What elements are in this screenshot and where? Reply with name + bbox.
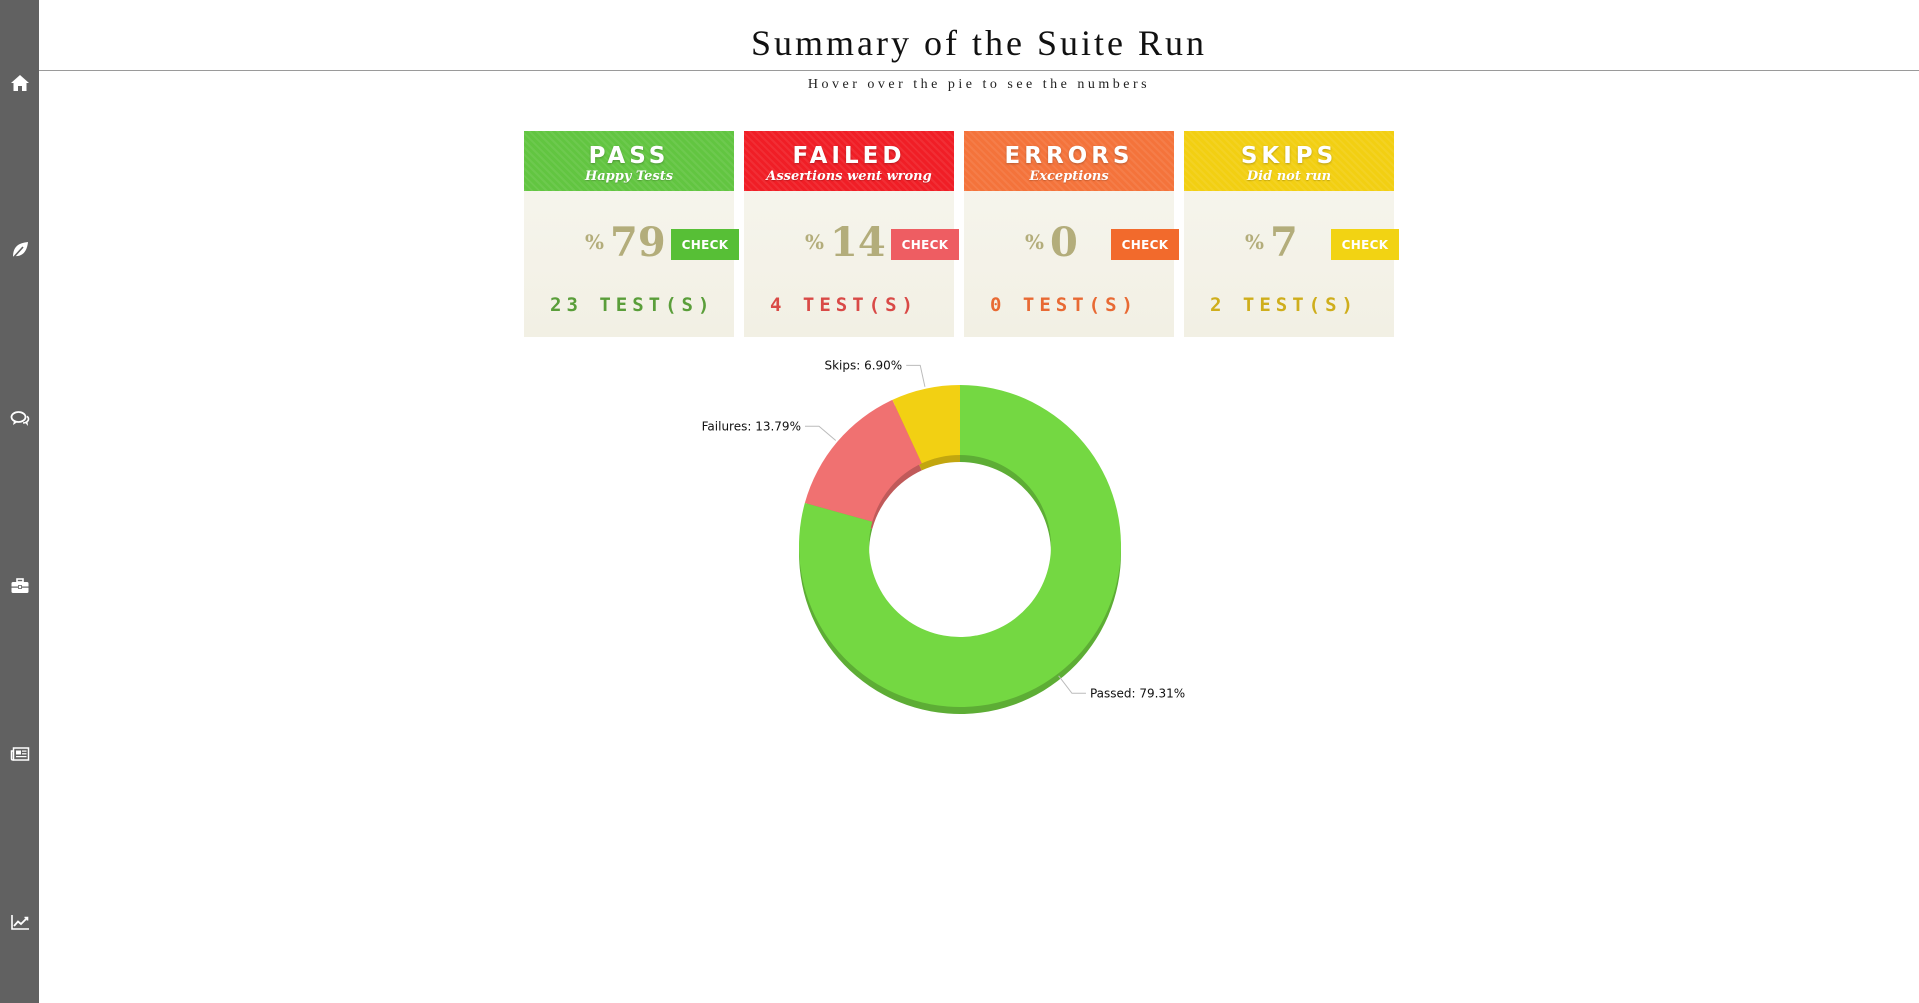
card-subtitle: Assertions went wrong [766,169,932,184]
sidebar [0,0,39,1003]
line-chart-icon [10,915,29,930]
donut-chart-svg: Passed: 79.31% Failures: 13.79% Skips: 6.9… [702,358,1185,714]
pie-label-skips: Skips: 6.90% [824,358,902,372]
card-title: SKIPS [1240,143,1338,169]
card-skips: SKIPS Did not run % 7 CHECK 2 TEST(S) [1184,131,1399,337]
pie-slice-failures[interactable] [804,399,922,522]
card-header: SKIPS Did not run [1184,131,1394,191]
card-errors: ERRORS Exceptions % 0 CHECK 0 TEST(S) [964,131,1179,337]
sidebar-item-news[interactable] [0,737,39,771]
home-icon [10,75,29,91]
percent-value: 79 [610,219,666,266]
tests-count: 0 TEST(S) [990,294,1138,316]
card-title: FAILED [792,143,906,169]
summary-cards: PASS Happy Tests % 79 CHECK 23 TEST(S) F… [524,131,1399,337]
percent-sign: % [1024,230,1044,254]
card-title: ERRORS [1004,143,1134,169]
pie-slice-skips[interactable] [892,385,960,464]
label-leader-line [906,364,926,387]
check-failed-button[interactable]: CHECK [891,229,959,260]
sidebar-item-comments[interactable] [0,402,39,436]
tests-count: 23 TEST(S) [550,294,715,316]
sidebar-item-leaf[interactable] [0,233,39,267]
card-header: FAILED Assertions went wrong [744,131,954,191]
leaf-icon [11,242,28,259]
check-errors-button[interactable]: CHECK [1111,229,1179,260]
percent-value: 14 [830,219,886,266]
card-title: PASS [588,143,670,169]
card-subtitle: Exceptions [1029,169,1109,184]
card-subtitle: Did not run [1246,169,1332,184]
sidebar-item-home[interactable] [0,66,39,100]
percent-sign: % [584,230,604,254]
sidebar-item-chart[interactable] [0,905,39,939]
percent-sign: % [804,230,824,254]
pie-label-failures: Failures: 13.79% [702,419,801,433]
pie-slice-passed[interactable] [799,385,1121,707]
newspaper-icon [10,747,29,761]
check-pass-button[interactable]: CHECK [671,229,739,260]
page-subtitle: Hover over the pie to see the numbers [807,77,1151,92]
pie-label-passed: Passed: 79.31% [1090,686,1185,700]
sidebar-item-briefcase[interactable] [0,569,39,603]
label-leader-line [1058,675,1086,694]
card-failed: FAILED Assertions went wrong % 14 CHECK … [744,131,959,337]
card-subtitle: Happy Tests [584,169,674,184]
briefcase-icon [11,578,28,593]
card-header: ERRORS Exceptions [964,131,1174,191]
label-leader-line [804,425,837,441]
card-header: PASS Happy Tests [524,131,734,191]
comments-icon [10,411,29,426]
results-donut-chart: Passed: 79.31% Failures: 13.79% Skips: 6.9… [680,350,1240,720]
page-title: Summary of the Suite Run [751,23,1207,63]
header-divider [39,70,1919,71]
percent-value: 0 [1050,219,1078,266]
card-pass: PASS Happy Tests % 79 CHECK 23 TEST(S) [524,131,739,337]
percent-sign: % [1244,230,1264,254]
tests-count: 4 TEST(S) [770,294,918,316]
check-skips-button[interactable]: CHECK [1331,229,1399,260]
tests-count: 2 TEST(S) [1210,294,1358,316]
percent-value: 7 [1270,219,1298,266]
